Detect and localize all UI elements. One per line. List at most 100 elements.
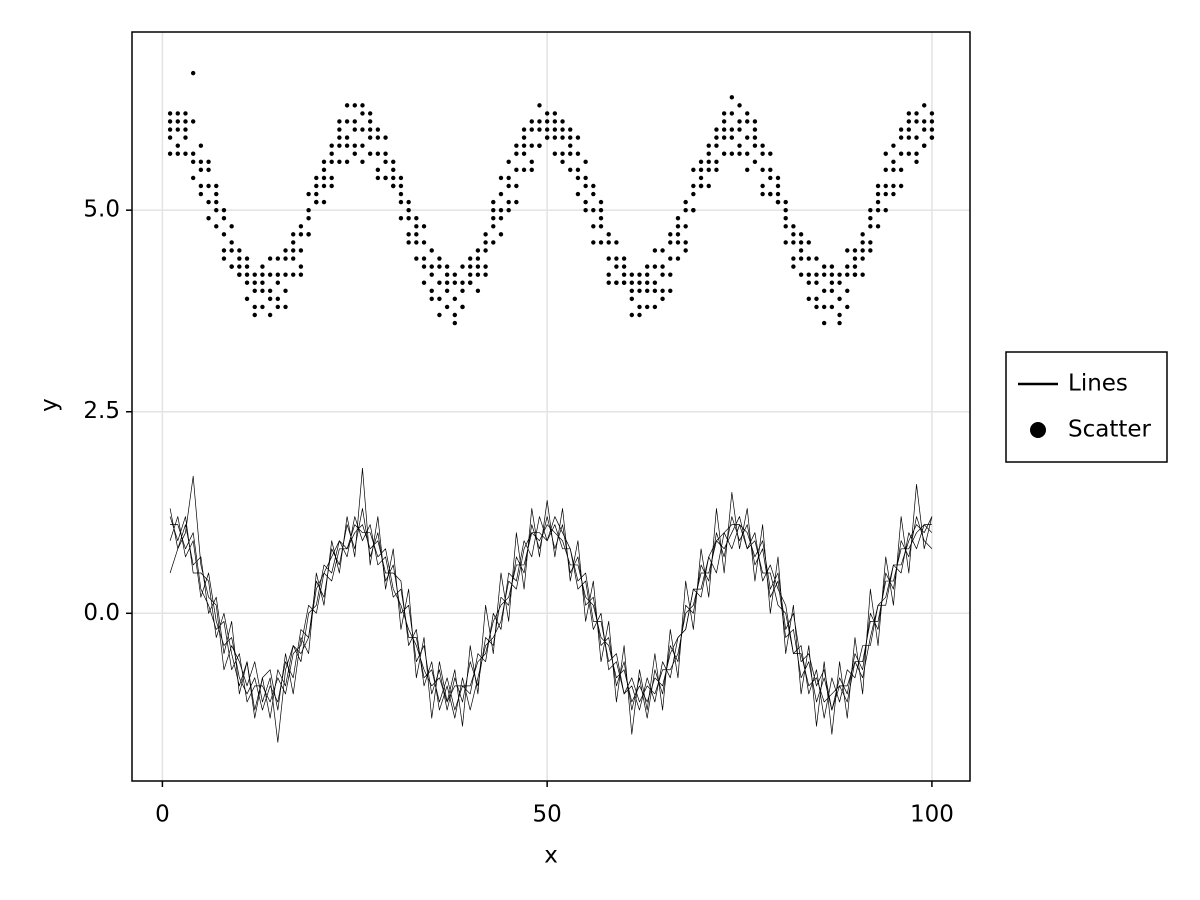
scatter-point	[883, 151, 888, 156]
scatter-point	[298, 264, 304, 269]
scatter-point	[891, 159, 896, 165]
scatter-point	[860, 272, 865, 277]
scatter-point	[314, 191, 319, 197]
scatter-point	[206, 199, 211, 205]
scatter-point	[745, 151, 750, 156]
scatter-point	[760, 151, 765, 156]
scatter-point	[444, 304, 450, 310]
scatter-point	[337, 127, 342, 132]
scatter-point	[337, 159, 342, 165]
scatter-point	[291, 272, 296, 277]
scatter-point	[367, 151, 373, 156]
scatter-point	[298, 272, 304, 277]
scatter-point	[845, 264, 850, 269]
scatter-point	[791, 240, 796, 245]
scatter-point	[444, 272, 450, 277]
scatter-point	[652, 304, 658, 310]
scatter-point	[460, 264, 465, 269]
scatter-point	[498, 232, 504, 237]
scatter-point	[267, 256, 273, 261]
scatter-point	[291, 240, 296, 245]
scatter-point	[175, 151, 180, 156]
scatter-point	[214, 191, 219, 197]
scatter-point	[783, 199, 788, 205]
scatter-point	[560, 151, 565, 156]
scatter-point	[729, 151, 735, 156]
scatter-point	[429, 288, 434, 294]
scatter-point	[714, 159, 719, 165]
scatter-point	[891, 191, 896, 197]
scatter-point	[591, 224, 596, 229]
scatter-point	[352, 103, 357, 108]
scatter-point	[875, 224, 881, 229]
y-tick-label: 2.5	[83, 398, 120, 424]
scatter-point	[568, 167, 573, 173]
scatter-point	[198, 143, 204, 148]
scatter-point	[468, 256, 473, 261]
scatter-point	[891, 143, 896, 148]
scatter-point	[275, 272, 281, 277]
scatter-point	[244, 296, 250, 302]
scatter-point	[721, 111, 727, 116]
scatter-point	[421, 280, 427, 285]
scatter-point	[529, 119, 534, 124]
scatter-point	[391, 175, 396, 181]
scatter-point	[506, 159, 511, 165]
scatter-point	[244, 264, 250, 269]
scatter-point	[260, 288, 265, 294]
scatter-point	[922, 103, 927, 108]
scatter-point	[606, 280, 611, 285]
scatter-point	[252, 304, 257, 310]
scatter-point	[775, 183, 781, 189]
scatter-point	[468, 264, 473, 269]
scatter-point	[167, 119, 173, 124]
scatter-point	[706, 159, 711, 165]
scatter-point	[167, 135, 173, 140]
scatter-point	[375, 175, 381, 181]
scatter-point	[914, 135, 919, 140]
scatter-point	[644, 272, 650, 277]
scatter-point	[306, 216, 311, 221]
scatter-point	[398, 216, 404, 221]
scatter-point	[190, 70, 196, 76]
scatter-point	[275, 280, 281, 285]
scatter-point	[437, 312, 442, 318]
scatter-point	[675, 232, 681, 237]
scatter-point	[775, 191, 781, 197]
scatter-point	[829, 304, 835, 310]
scatter-point	[444, 288, 450, 294]
scatter-point	[729, 111, 735, 116]
scatter-point	[260, 264, 265, 269]
scatter-point	[922, 127, 927, 132]
scatter-point	[306, 232, 311, 237]
scatter-point	[837, 280, 842, 285]
scatter-point	[683, 199, 688, 205]
scatter-point	[221, 248, 227, 253]
scatter-point	[768, 151, 773, 156]
scatter-point	[875, 191, 881, 197]
scatter-point	[329, 175, 334, 181]
scatter-point	[214, 199, 219, 205]
x-axis-label: x	[544, 843, 558, 869]
scatter-point	[206, 183, 211, 189]
scatter-point	[437, 280, 442, 285]
scatter-point	[845, 272, 850, 277]
scatter-point	[644, 264, 650, 269]
scatter-point	[367, 135, 373, 140]
scatter-point	[260, 304, 265, 310]
scatter-point	[914, 151, 919, 156]
scatter-point	[660, 264, 665, 269]
scatter-point	[829, 264, 835, 269]
scatter-point	[721, 127, 727, 132]
scatter-point	[660, 248, 665, 253]
scatter-point	[406, 240, 411, 245]
scatter-point	[729, 95, 735, 100]
scatter-point	[514, 151, 519, 156]
scatter-point	[629, 280, 634, 285]
scatter-point	[337, 135, 342, 140]
scatter-point	[183, 119, 188, 124]
scatter-point	[552, 127, 558, 132]
scatter-point	[414, 240, 419, 245]
scatter-point	[768, 175, 773, 181]
